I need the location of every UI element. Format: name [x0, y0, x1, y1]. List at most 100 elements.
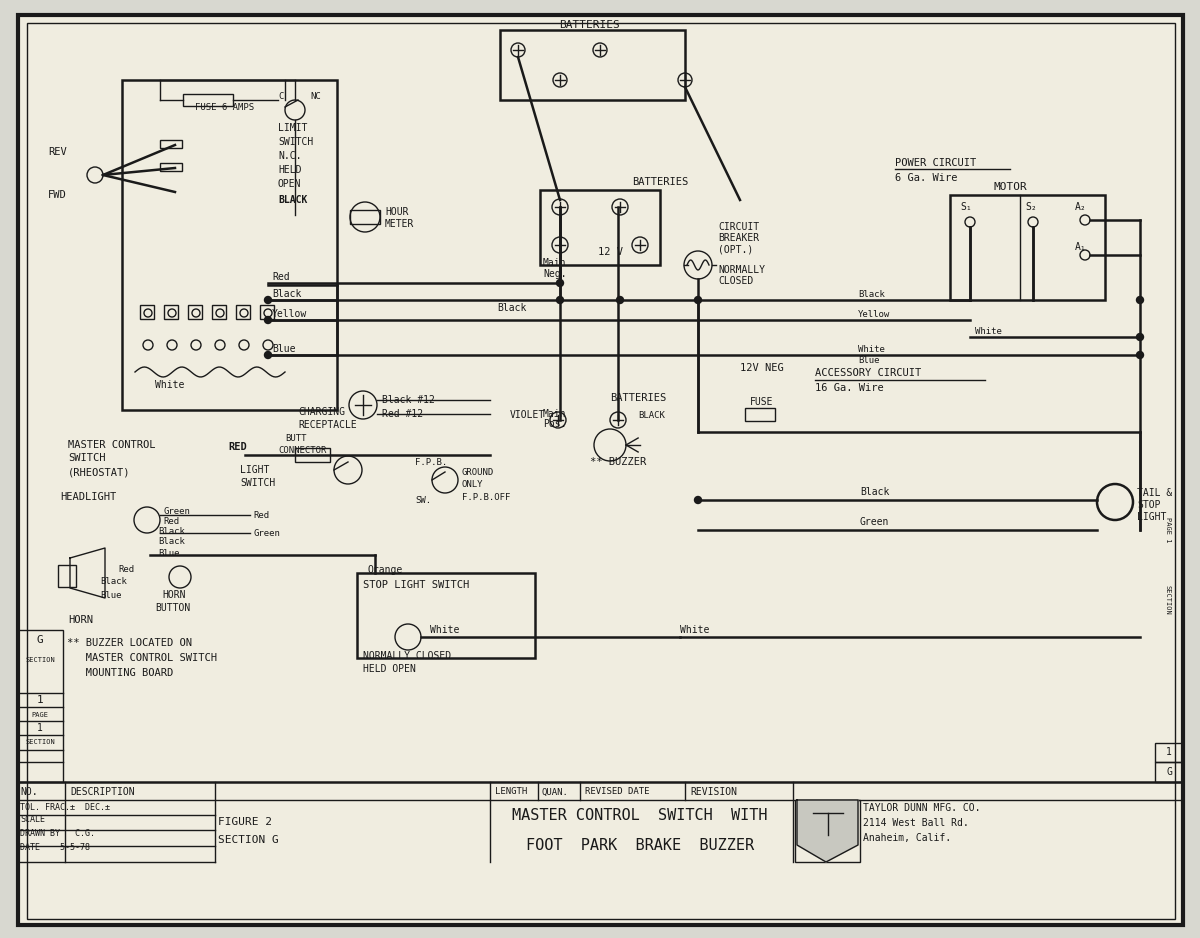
Text: LENGTH: LENGTH — [496, 788, 527, 796]
Text: 1: 1 — [37, 695, 43, 705]
Text: Black #12: Black #12 — [382, 395, 434, 405]
Text: Blue: Blue — [272, 344, 295, 354]
Bar — [236, 305, 250, 319]
Bar — [950, 195, 1105, 300]
Text: SWITCH: SWITCH — [240, 478, 275, 488]
Text: HORN: HORN — [68, 615, 94, 625]
Text: VIOLET: VIOLET — [510, 410, 545, 420]
Bar — [58, 565, 76, 587]
Text: CLOSED: CLOSED — [718, 276, 754, 286]
Text: SWITCH: SWITCH — [278, 137, 313, 147]
Circle shape — [557, 280, 564, 286]
Text: FOOT  PARK  BRAKE  BUZZER: FOOT PARK BRAKE BUZZER — [526, 838, 754, 853]
Bar — [212, 305, 226, 319]
Text: NORMALLY CLOSED: NORMALLY CLOSED — [364, 651, 451, 661]
Text: HOUR: HOUR — [385, 207, 408, 217]
Text: Black: Black — [858, 290, 884, 298]
Text: White: White — [430, 625, 460, 635]
Bar — [1154, 762, 1183, 782]
Bar — [188, 305, 202, 319]
Text: NO.: NO. — [20, 787, 37, 797]
Bar — [160, 140, 182, 148]
Text: BLACK: BLACK — [638, 411, 665, 419]
Text: 6 Ga. Wire: 6 Ga. Wire — [895, 173, 958, 183]
Circle shape — [264, 352, 271, 358]
Text: ** BUZZER LOCATED ON: ** BUZZER LOCATED ON — [67, 638, 192, 648]
Text: ** BUZZER: ** BUZZER — [590, 457, 647, 467]
Circle shape — [1136, 296, 1144, 304]
Bar — [1154, 743, 1183, 762]
Text: CONNECTOR: CONNECTOR — [278, 446, 326, 455]
Text: White: White — [974, 326, 1002, 336]
Circle shape — [617, 296, 624, 304]
Text: G: G — [37, 635, 43, 645]
Text: Red: Red — [253, 510, 269, 520]
Text: METER: METER — [385, 219, 414, 229]
Text: White: White — [680, 625, 709, 635]
Text: Blue: Blue — [100, 591, 121, 599]
Text: 1: 1 — [1166, 747, 1172, 757]
Text: (RHEOSTAT): (RHEOSTAT) — [68, 467, 131, 477]
Text: Black: Black — [158, 537, 185, 547]
Text: HELD OPEN: HELD OPEN — [364, 664, 416, 674]
Text: NC: NC — [310, 92, 320, 100]
Text: (OPT.): (OPT.) — [718, 244, 754, 254]
Circle shape — [264, 316, 271, 324]
Text: STOP LIGHT SWITCH: STOP LIGHT SWITCH — [364, 580, 469, 590]
Text: HORN: HORN — [162, 590, 186, 600]
Text: ONLY: ONLY — [462, 479, 484, 489]
Text: STOP: STOP — [1138, 500, 1160, 510]
Text: Black: Black — [158, 527, 185, 537]
Text: BUTTON: BUTTON — [155, 603, 191, 613]
Text: Anaheim, Calif.: Anaheim, Calif. — [863, 833, 952, 843]
Text: N.C.: N.C. — [278, 151, 301, 161]
Text: 12 V: 12 V — [598, 247, 623, 257]
Bar — [164, 305, 178, 319]
Text: BREAKER: BREAKER — [718, 233, 760, 243]
Text: OPEN: OPEN — [278, 179, 301, 189]
Text: Black: Black — [100, 578, 127, 586]
Text: LIGHT: LIGHT — [1138, 512, 1166, 522]
Text: BLACK: BLACK — [278, 195, 307, 205]
Text: BATTERIES: BATTERIES — [559, 20, 620, 30]
Text: Blue: Blue — [858, 356, 880, 365]
Text: TAIL &: TAIL & — [1138, 488, 1172, 498]
Text: RED: RED — [228, 442, 247, 452]
Bar — [18, 630, 64, 782]
Text: Main: Main — [542, 258, 566, 268]
Text: DESCRIPTION: DESCRIPTION — [70, 787, 134, 797]
Bar — [182, 94, 233, 106]
Text: Pos.: Pos. — [542, 419, 566, 429]
Text: Green: Green — [860, 517, 889, 527]
Text: SECTION: SECTION — [1165, 585, 1171, 615]
Circle shape — [695, 296, 702, 304]
Text: 12V NEG: 12V NEG — [740, 363, 784, 373]
Text: Orange: Orange — [368, 565, 403, 575]
Text: A₁: A₁ — [1075, 242, 1087, 252]
Bar — [358, 573, 535, 658]
Text: DRAWN BY   C.G.: DRAWN BY C.G. — [20, 828, 95, 838]
Text: Black: Black — [497, 303, 527, 313]
Text: PAGE: PAGE — [31, 712, 48, 718]
Text: Black: Black — [272, 289, 301, 299]
Bar — [745, 408, 775, 421]
Text: Neg.: Neg. — [542, 269, 566, 279]
Text: QUAN.: QUAN. — [541, 788, 568, 796]
Circle shape — [695, 496, 702, 504]
Text: DATE    5-5-78: DATE 5-5-78 — [20, 842, 90, 852]
Text: REV: REV — [48, 147, 67, 157]
Text: MASTER CONTROL: MASTER CONTROL — [68, 440, 156, 450]
Text: ACCESSORY CIRCUIT: ACCESSORY CIRCUIT — [815, 368, 922, 378]
Text: BUTT: BUTT — [286, 433, 306, 443]
Text: BATTERIES: BATTERIES — [632, 177, 689, 187]
Text: MOTOR: MOTOR — [994, 182, 1027, 192]
Text: White: White — [858, 344, 884, 354]
Text: Red: Red — [118, 566, 134, 574]
Bar — [540, 190, 660, 265]
Text: Green: Green — [253, 528, 280, 537]
Text: A₂: A₂ — [1075, 202, 1087, 212]
Text: 2114 West Ball Rd.: 2114 West Ball Rd. — [863, 818, 968, 828]
Text: Blue: Blue — [158, 549, 180, 557]
Text: SW.: SW. — [415, 495, 431, 505]
Text: Yellow: Yellow — [272, 309, 307, 319]
